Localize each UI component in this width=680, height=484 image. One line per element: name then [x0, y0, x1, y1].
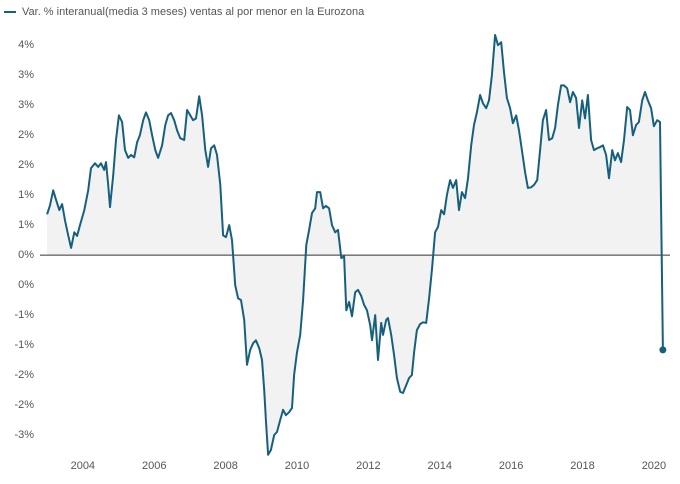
end-marker — [659, 346, 667, 354]
x-tick-label: 2014 — [428, 460, 452, 472]
x-tick-label: 2012 — [356, 460, 380, 472]
x-tick-label: 2010 — [285, 460, 309, 472]
y-tick-label: 2% — [18, 129, 34, 141]
y-tick-label: 0% — [18, 249, 34, 261]
y-tick-label: 4% — [18, 39, 34, 51]
x-tick-label: 2004 — [71, 460, 95, 472]
y-tick-label: 1% — [18, 219, 34, 231]
y-tick-label: -1% — [14, 339, 34, 351]
x-tick-label: 2018 — [570, 460, 594, 472]
y-tick-label: 3% — [18, 99, 34, 111]
legend-label: Var. % interanual(media 3 meses) ventas … — [22, 6, 365, 18]
y-tick-label: 1% — [18, 189, 34, 201]
y-tick-label: -2% — [14, 369, 34, 381]
y-tick-label: -3% — [14, 429, 34, 441]
x-tick-label: 2006 — [142, 460, 166, 472]
area-fill — [47, 35, 663, 455]
x-tick-label: 2016 — [499, 460, 523, 472]
line — [46, 34, 664, 456]
y-tick-label: -1% — [14, 309, 34, 321]
x-tick-label: 2020 — [642, 460, 666, 472]
y-tick-label: 3% — [18, 69, 34, 81]
y-tick-label: -2% — [14, 399, 34, 411]
x-tick-label: 2008 — [213, 460, 237, 472]
y-tick-label: 2% — [18, 159, 34, 171]
y-tick-label: 0% — [18, 279, 34, 291]
